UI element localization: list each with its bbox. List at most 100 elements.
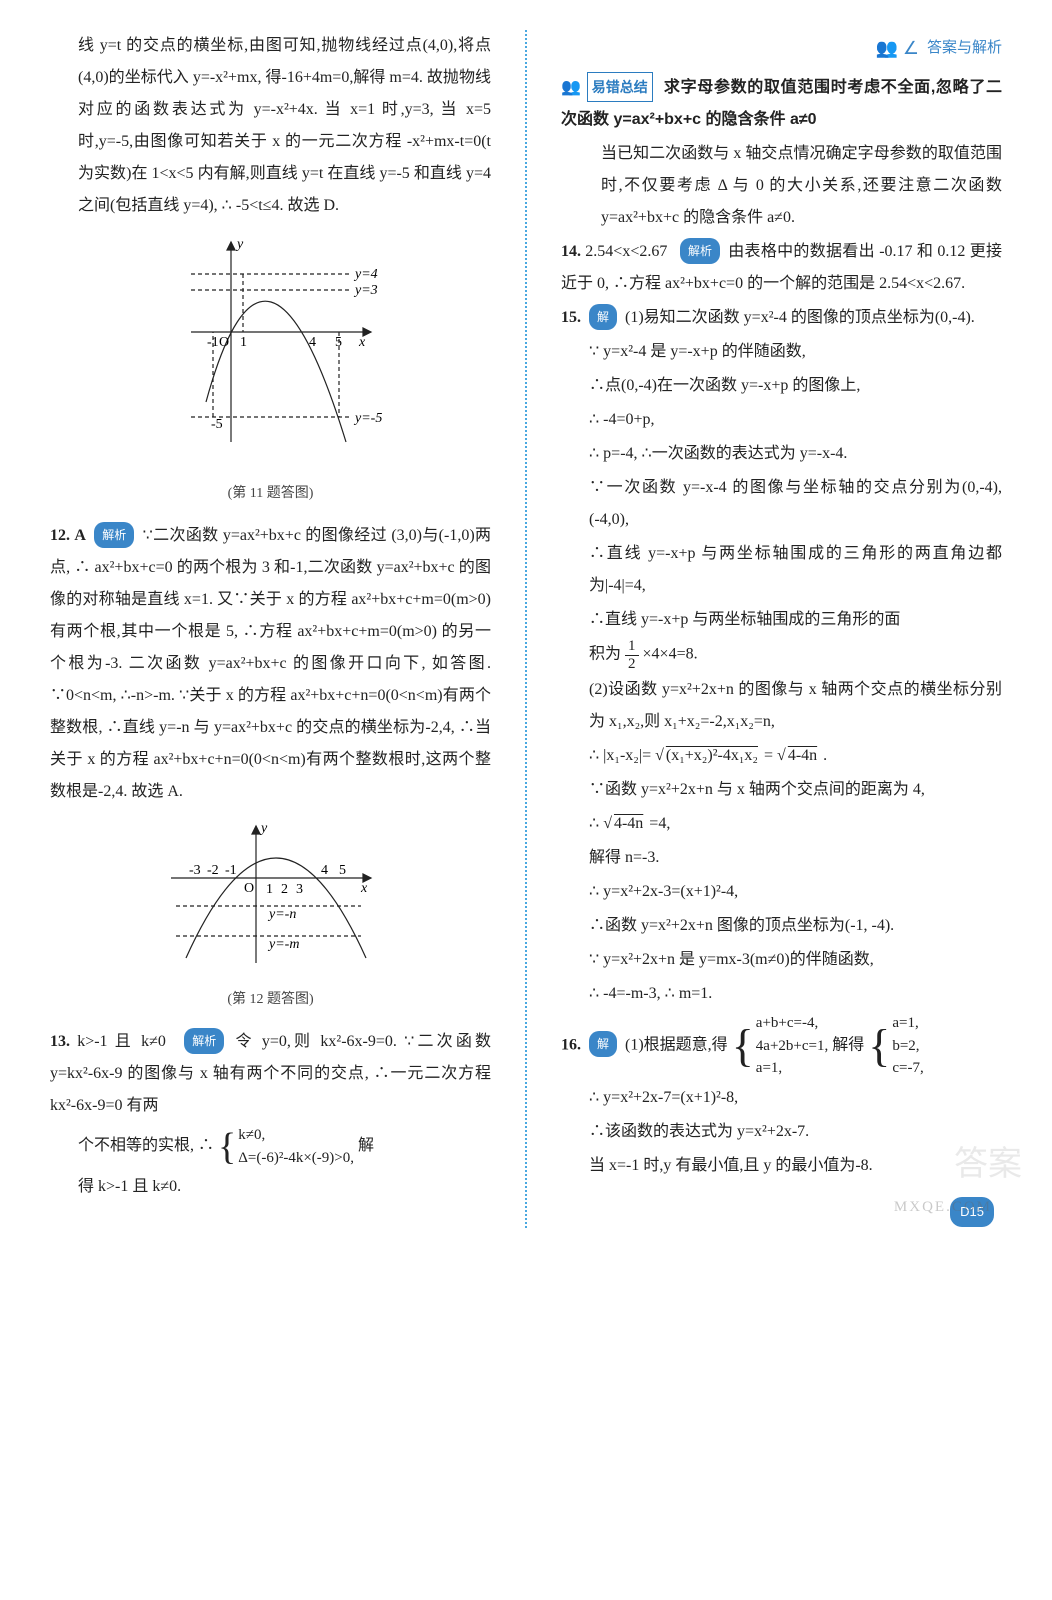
header-title: 答案与解析 — [927, 33, 1002, 63]
q16-pre: (1)根据题意,得 — [625, 1036, 728, 1053]
mistake-detail: 当已知二次函数与 x 轴交点情况确定字母参数的取值范围时,不仅要考虑 Δ 与 0… — [561, 138, 1002, 234]
q15-l16: ∵ y=x²+2x+n 是 y=mx-3(m≠0)的伴随函数, — [561, 944, 1002, 976]
svg-text:-1: -1 — [225, 863, 237, 878]
q15-l15: ∴函数 y=x²+2x+n 图像的顶点坐标为(-1, -4). — [561, 910, 1002, 942]
q15-l14: ∴ y=x²+2x-3=(x+1)²-4, — [561, 876, 1002, 908]
left-brace-icon: { — [218, 1128, 236, 1166]
mistake-summary: 👥 易错总结 求字母参数的取值范围时考虑不全面,忽略了二次函数 y=ax²+bx… — [561, 72, 1002, 136]
q15-l4: ∴ -4=0+p, — [561, 404, 1002, 436]
q15-l13: 解得 n=-3. — [561, 842, 1002, 874]
q16-l2: ∴ y=x²+2x-7=(x+1)²-8, — [561, 1082, 1002, 1114]
q16-l4: 当 x=-1 时,y 有最小值,且 y 的最小值为-8. — [561, 1150, 1002, 1182]
svg-text:5: 5 — [339, 863, 346, 878]
column-divider — [525, 30, 527, 1228]
q13-cond-pre: 个不相等的实根, ∴ — [78, 1137, 214, 1154]
q15-l5: ∴ p=-4, ∴一次函数的表达式为 y=-x-4. — [561, 438, 1002, 470]
svg-text:2: 2 — [281, 882, 288, 897]
q16-mid: 解得 — [832, 1036, 864, 1053]
svg-text:x: x — [360, 881, 368, 896]
svg-text:y=3: y=3 — [353, 283, 378, 298]
mistake-title: 易错总结 — [587, 72, 653, 102]
analysis-tag: 解析 — [680, 238, 720, 264]
svg-text:O: O — [244, 881, 254, 896]
analysis-tag: 解析 — [184, 1028, 224, 1054]
svg-text:O: O — [219, 335, 229, 350]
q13-cond2: Δ=(-6)²-4k×(-9)>0, — [238, 1150, 354, 1166]
q15-l7: ∴直线 y=-x+p 与两坐标轴围成的三角形的两直角边都为|-4|=4, — [561, 538, 1002, 602]
q13-cond1: k≠0, — [238, 1127, 265, 1143]
q16-sys2c: c=-7, — [892, 1060, 923, 1076]
q16-num: 16. — [561, 1036, 581, 1053]
q16-sys2b: b=2, — [892, 1038, 919, 1054]
q15-l10: ∴ |x₁-x₂|= √(x₁+x₂)²-4x₁x₂ = √4-4n . — [561, 740, 1002, 772]
q15-l10b: (x₁+x₂)²-4x₁x₂ — [664, 747, 760, 764]
solution-tag: 解 — [589, 1031, 617, 1057]
q13-body3: 得 k>-1 且 k≠0. — [50, 1171, 491, 1203]
svg-text:1: 1 — [266, 882, 273, 897]
q12-ans: A — [74, 527, 86, 544]
svg-text:y=4: y=4 — [353, 267, 378, 282]
left-brace-icon: { — [868, 1023, 890, 1069]
q15-l8b: 积为 12 ×4×4=8. — [561, 638, 1002, 672]
q16-sys1a: a+b+c=-4, — [756, 1015, 818, 1031]
q13-num: 13. — [50, 1033, 70, 1050]
q15-l1-text: (1)易知二次函数 y=x²-4 的图像的顶点坐标为(0,-4). — [625, 309, 975, 326]
svg-text:4: 4 — [309, 335, 316, 350]
svg-text:-5: -5 — [211, 417, 223, 432]
q13-cond: 个不相等的实根, ∴ { k≠0, Δ=(-6)²-4k×(-9)>0, 解 — [50, 1124, 491, 1169]
q13-line1: 13. k>-1 且 k≠0 解析 令 y=0,则 kx²-6x-9=0. ∵二… — [50, 1026, 491, 1122]
users-icon: 👥 — [561, 79, 582, 96]
q13-ans: k>-1 且 k≠0 — [77, 1033, 166, 1050]
svg-text:y=-m: y=-m — [267, 937, 299, 952]
q16-sys1b: 4a+2b+c=1, — [756, 1038, 828, 1054]
q15-num: 15. — [561, 309, 581, 326]
q15-l8: ∴直线 y=-x+p 与两坐标轴围成的三角形的面 — [561, 604, 1002, 636]
svg-text:x: x — [358, 335, 366, 350]
page-number: D15 — [950, 1197, 994, 1227]
q15-l17: ∴ -4=-m-3, ∴ m=1. — [561, 978, 1002, 1010]
svg-text:y: y — [259, 821, 268, 836]
q15-l9: (2)设函数 y=x²+2x+n 的图像与 x 轴两个交点的横坐标分别为 x₁,… — [561, 674, 1002, 738]
q15-l8b-post: ×4×4=8. — [643, 646, 698, 663]
svg-text:1: 1 — [240, 335, 247, 350]
svg-text:5: 5 — [335, 335, 342, 350]
q12: 12. A 解析 ∵二次函数 y=ax²+bx+c 的图像经过 (3,0)与(-… — [50, 520, 491, 808]
q14-ans: 2.54<x<2.67 — [585, 243, 667, 260]
q15-l2: ∵ y=x²-4 是 y=-x+p 的伴随函数, — [561, 336, 1002, 368]
svg-text:-2: -2 — [207, 863, 219, 878]
svg-text:y: y — [235, 237, 244, 252]
svg-text:-1: -1 — [207, 335, 219, 350]
q16-sys2a: a=1, — [892, 1015, 918, 1031]
q14: 14. 2.54<x<2.67 解析 由表格中的数据看出 -0.17 和 0.1… — [561, 236, 1002, 300]
q12-body: ∵二次函数 y=ax²+bx+c 的图像经过 (3,0)与(-1,0)两点, ∴… — [50, 527, 491, 800]
q12-caption: (第 12 题答图) — [50, 986, 491, 1014]
page-footer: D15 — [561, 1196, 1002, 1228]
q11-body: 线 y=t 的交点的横坐标,由图可知,抛物线经过点(4,0),将点(4,0)的坐… — [50, 30, 491, 222]
page-header: 👥 ∠ 答案与解析 — [561, 30, 1002, 66]
q12-figure: -3 -2 -1 123 45 O x y y=-n y=-m — [50, 818, 491, 980]
q15-l10d: 4-4n — [786, 747, 819, 764]
svg-text:y=-5: y=-5 — [353, 411, 382, 426]
svg-text:4: 4 — [321, 863, 328, 878]
q15-l1: 15. 解 (1)易知二次函数 y=x²-4 的图像的顶点坐标为(0,-4). — [561, 302, 1002, 334]
svg-text:3: 3 — [296, 882, 303, 897]
q16-l1: 16. 解 (1)根据题意,得 { a+b+c=-4, 4a+2b+c=1, a… — [561, 1012, 1002, 1080]
q15-l6: ∵一次函数 y=-x-4 的图像与坐标轴的交点分别为(0,-4),(-4,0), — [561, 472, 1002, 536]
q12-num: 12. — [50, 527, 70, 544]
solution-tag: 解 — [589, 304, 617, 330]
q16-sys1c: a=1, — [756, 1060, 782, 1076]
left-brace-icon: { — [732, 1023, 754, 1069]
svg-text:-3: -3 — [189, 863, 201, 878]
q11-figure: O -1 1 4 5 x y y=4 y=3 y=-5 -5 — [50, 232, 491, 474]
q13-cond-post: 解 — [358, 1137, 374, 1154]
svg-text:y=-n: y=-n — [267, 907, 296, 922]
q15-l10c: = — [764, 747, 773, 764]
q15-l3: ∴点(0,-4)在一次函数 y=-x+p 的图像上, — [561, 370, 1002, 402]
q11-caption: (第 11 题答图) — [50, 480, 491, 508]
q15-l12b: 4-4n — [612, 815, 645, 832]
q15-l10a: ∴ |x₁-x₂|= — [589, 747, 651, 764]
q16-l3: ∴该函数的表达式为 y=x²+2x-7. — [561, 1116, 1002, 1148]
q15-l12c: =4, — [649, 815, 670, 832]
q15-l10e: . — [823, 747, 827, 764]
q15-l12a: ∴ — [589, 815, 603, 832]
